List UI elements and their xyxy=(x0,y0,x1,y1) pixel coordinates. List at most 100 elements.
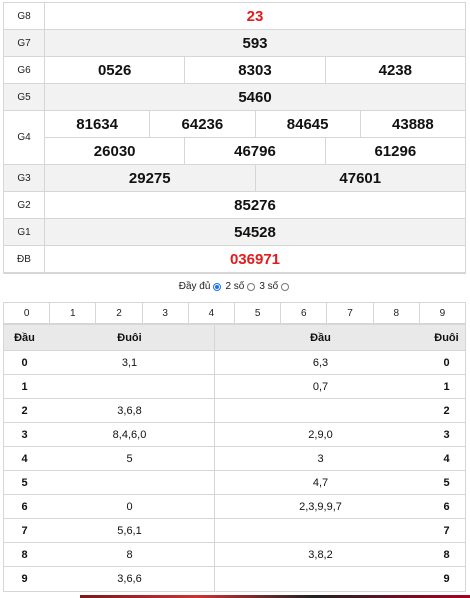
prize-number: 47601 xyxy=(254,165,466,191)
row-head-values xyxy=(215,567,426,591)
banner-image-edge xyxy=(80,595,470,598)
prize-number: 46796 xyxy=(184,138,324,164)
prize-number: 61296 xyxy=(324,138,465,164)
row-tail-values: 0 xyxy=(45,495,215,518)
row-head-values: 2,9,0 xyxy=(308,428,333,441)
prize-label: G6 xyxy=(4,57,45,83)
row-tail-right: 7 xyxy=(443,524,450,537)
prize-row: G3 29275 47601 xyxy=(4,165,465,192)
prize-label: G4 xyxy=(4,111,45,164)
header-head-left: Đầu xyxy=(14,331,35,344)
two-digit-label: 2 số xyxy=(225,281,245,292)
prize-row: G8 23 xyxy=(4,3,465,30)
row-head-values: 4,7 xyxy=(312,476,329,489)
loto-row: 0 3,1 6,3 0 xyxy=(4,351,465,375)
prize-row: G5 5460 xyxy=(4,84,465,111)
row-head-values: 2,3,9,9,7 xyxy=(299,500,342,513)
full-radio[interactable] xyxy=(213,282,222,291)
prize-number: 85276 xyxy=(234,196,276,214)
loto-table: Đầu Đuôi Đầu Đuôi 0 3,1 6,3 0 1 0,7 1 2 3,6,8 2 3 8… xyxy=(3,324,466,592)
loto-header-row: Đầu Đuôi Đầu Đuôi xyxy=(4,325,465,351)
row-head-values xyxy=(215,399,426,422)
loto-row: 4 5 3 4 xyxy=(4,447,465,471)
digit-filter-4[interactable]: 4 xyxy=(187,303,234,323)
row-tail-right: 6 xyxy=(443,500,450,513)
row-tail-values xyxy=(45,375,215,398)
prize-row: G1 54528 xyxy=(4,219,465,246)
prize-row: G4 81634 64236 84645 43888 26030 46796 61296 xyxy=(4,111,465,165)
header-tail-right: Đuôi xyxy=(434,331,459,344)
loto-row: 7 5,6,1 7 xyxy=(4,519,465,543)
digit-filter-8[interactable]: 8 xyxy=(372,303,419,323)
prize-number: 4238 xyxy=(324,57,465,83)
row-head-values xyxy=(215,519,426,542)
row-tail-values: 5,6,1 xyxy=(45,519,215,542)
row-tail-values: 3,6,8 xyxy=(45,399,215,422)
digit-filter-5[interactable]: 5 xyxy=(234,303,280,323)
prize-label: G7 xyxy=(4,30,45,56)
row-tail-values: 3,1 xyxy=(45,351,215,374)
row-head-values: 3,8,2 xyxy=(308,548,333,561)
row-tail-right: 0 xyxy=(443,356,450,369)
row-head-left: 6 xyxy=(21,500,28,513)
three-digit-radio[interactable] xyxy=(281,282,290,291)
prize-label: G8 xyxy=(4,3,45,29)
prize-number: 26030 xyxy=(93,142,136,160)
row-head-left: 7 xyxy=(21,524,28,537)
prize-label: ĐB xyxy=(4,246,45,272)
loto-row: 9 3,6,6 9 xyxy=(4,567,465,591)
row-head-left: 2 xyxy=(21,404,28,417)
prize-number: 593 xyxy=(242,34,268,52)
header-tail-left: Đuôi xyxy=(45,325,215,350)
loto-row: 1 0,7 1 xyxy=(4,375,465,399)
prize-number: 5460 xyxy=(238,88,272,106)
prize-number: 84645 xyxy=(254,111,360,137)
row-head-values: 6,3 xyxy=(312,356,329,369)
digit-filter-3[interactable]: 3 xyxy=(141,303,188,323)
digit-filter-0[interactable]: 0 xyxy=(23,307,30,319)
digit-filter-6[interactable]: 6 xyxy=(280,303,326,323)
prize-number: 43888 xyxy=(359,111,465,137)
row-tail-values: 8,4,6,0 xyxy=(45,423,215,446)
loto-row: 5 4,7 5 xyxy=(4,471,465,495)
row-tail-right: 1 xyxy=(443,380,450,393)
loto-row: 2 3,6,8 2 xyxy=(4,399,465,423)
row-head-values: 3 xyxy=(317,452,324,465)
loto-row: 6 0 2,3,9,9,7 6 xyxy=(4,495,465,519)
row-head-left: 8 xyxy=(21,548,28,561)
full-label: Đầy đủ xyxy=(178,281,211,292)
row-tail-values xyxy=(45,471,215,494)
prize-number: 54528 xyxy=(234,223,276,241)
row-tail-values: 3,6,6 xyxy=(45,567,215,591)
digit-filter-1[interactable]: 1 xyxy=(49,303,95,323)
digit-filter-2[interactable]: 2 xyxy=(95,303,141,323)
row-head-left: 0 xyxy=(21,356,28,369)
prize-number: 23 xyxy=(246,7,264,25)
row-head-left: 3 xyxy=(21,428,28,441)
prize-row: G2 85276 xyxy=(4,192,465,219)
display-mode-toggle: Đầy đủ 2 số 3 số xyxy=(0,281,470,292)
row-head-values: 0,7 xyxy=(312,380,329,393)
prize-row: G6 0526 8303 4238 xyxy=(4,57,465,84)
prize-row: ĐB 036971 xyxy=(4,246,465,273)
loto-row: 3 8,4,6,0 2,9,0 3 xyxy=(4,423,465,447)
prize-table: G8 23 G7 593 G6 0526 8303 4238 G5 5460 G4 81634 6423… xyxy=(3,2,466,274)
two-digit-radio[interactable] xyxy=(247,282,256,291)
row-tail-values: 8 xyxy=(45,543,215,566)
prize-label: G3 xyxy=(4,165,45,191)
row-tail-values: 5 xyxy=(45,447,215,470)
loto-row: 8 8 3,8,2 8 xyxy=(4,543,465,567)
prize-label: G1 xyxy=(4,219,45,245)
row-tail-right: 9 xyxy=(443,573,450,585)
prize-label: G2 xyxy=(4,192,45,218)
digit-filter-7[interactable]: 7 xyxy=(326,303,372,323)
digit-filter-9[interactable]: 9 xyxy=(418,303,465,323)
row-tail-right: 8 xyxy=(443,548,450,561)
prize-number: 81634 xyxy=(76,115,118,133)
prize-number: 0526 xyxy=(97,61,132,79)
header-head-right: Đầu xyxy=(310,331,331,344)
row-tail-right: 2 xyxy=(443,404,450,417)
row-tail-right: 3 xyxy=(443,428,450,441)
prize-number: 64236 xyxy=(149,111,254,137)
row-head-left: 5 xyxy=(21,476,28,489)
